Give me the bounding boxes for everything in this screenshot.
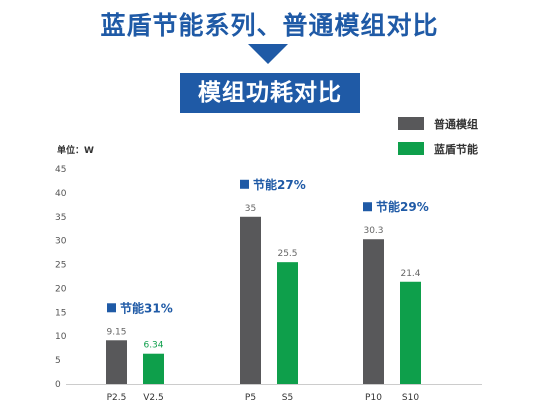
square-bullet-icon	[363, 202, 372, 212]
y-tick-label: 35	[55, 213, 66, 223]
x-tick-label: P2.5	[107, 393, 127, 403]
y-tick-label: 15	[55, 308, 66, 318]
data-label: 6.34	[143, 341, 163, 351]
bar	[277, 262, 298, 384]
legend-label: 蓝盾节能	[434, 142, 478, 156]
square-bullet-icon	[240, 179, 249, 189]
data-label: 9.15	[106, 327, 126, 337]
x-tick-label: S5	[282, 393, 293, 403]
y-axis-ticks: 0 5 10 15 20 25 30 35 40 45	[55, 165, 67, 390]
chart-title-banner: 模组功耗对比	[180, 73, 360, 113]
y-tick-label: 5	[55, 356, 61, 366]
square-bullet-icon	[107, 303, 116, 313]
data-label: 25.5	[277, 249, 297, 259]
data-label: 30.3	[363, 226, 383, 236]
bar-groups: 节能31% 9.15 P2.5 6.34 V2.5 节能27% 35 P5 25.5 S5 节能29…	[106, 177, 429, 403]
legend-swatch	[398, 117, 424, 130]
x-tick-label: P5	[245, 393, 256, 403]
bar	[106, 340, 127, 384]
bar	[240, 216, 261, 384]
y-tick-label: 0	[55, 380, 61, 390]
y-tick-label: 20	[55, 284, 67, 294]
legend-label: 普通模组	[434, 117, 478, 131]
down-arrow-icon	[248, 44, 288, 64]
y-tick-label: 25	[55, 261, 66, 271]
data-label: 21.4	[400, 269, 420, 279]
saving-note: 节能27%	[253, 177, 306, 192]
y-axis-unit-label: 单位：W	[57, 144, 94, 156]
x-tick-label: V2.5	[143, 393, 163, 403]
x-tick-label: P10	[365, 393, 382, 403]
page-title: 蓝盾节能系列、普通模组对比	[100, 11, 439, 40]
saving-note: 节能31%	[120, 300, 173, 315]
bar	[400, 281, 421, 384]
bar	[363, 239, 384, 384]
x-tick-label: S10	[402, 393, 419, 403]
saving-note: 节能29%	[376, 199, 429, 214]
y-tick-label: 10	[55, 332, 67, 342]
y-tick-label: 30	[55, 237, 67, 247]
data-label: 35	[245, 204, 256, 214]
y-tick-label: 40	[55, 189, 67, 199]
legend-swatch	[398, 142, 424, 155]
y-tick-label: 45	[55, 165, 66, 175]
bar	[143, 353, 164, 384]
